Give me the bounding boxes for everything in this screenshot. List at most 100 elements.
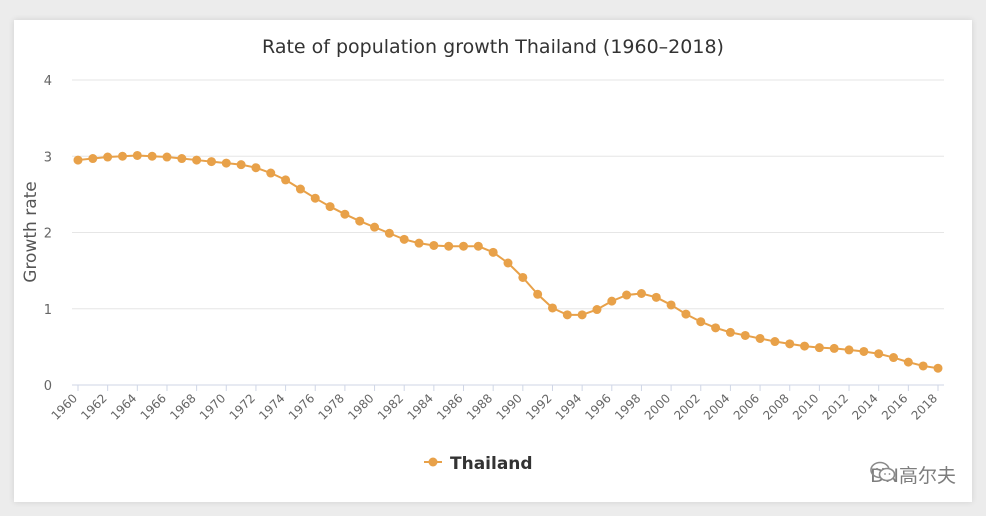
data-point-1972[interactable] [251, 163, 261, 173]
x-tick-label: 2008 [760, 391, 791, 422]
data-point-1973[interactable] [266, 168, 276, 178]
data-point-2007[interactable] [770, 337, 780, 347]
data-point-1984[interactable] [429, 240, 439, 250]
y-tick-label: 0 [44, 379, 52, 394]
x-tick-label: 2018 [909, 391, 940, 422]
x-tick-label: 1992 [523, 391, 554, 422]
data-point-2006[interactable] [755, 333, 765, 343]
data-point-1975[interactable] [295, 184, 305, 194]
data-point-1983[interactable] [414, 238, 424, 248]
data-point-1964[interactable] [132, 150, 142, 160]
data-point-2000[interactable] [666, 300, 676, 310]
data-point-1979[interactable] [355, 216, 365, 226]
data-point-1974[interactable] [281, 175, 291, 185]
x-tick-label: 1962 [78, 391, 109, 422]
legend[interactable]: Thailand [424, 454, 533, 474]
data-point-1986[interactable] [459, 241, 469, 251]
x-tick-label: 1980 [345, 391, 376, 422]
data-point-1962[interactable] [103, 152, 113, 162]
data-point-1991[interactable] [533, 289, 543, 299]
x-tick-label: 1988 [464, 391, 495, 422]
data-point-2010[interactable] [814, 343, 824, 353]
data-point-1970[interactable] [221, 158, 231, 168]
legend-label[interactable]: Thailand [450, 454, 533, 474]
data-point-1969[interactable] [206, 157, 216, 167]
x-tick-label: 1996 [582, 391, 613, 422]
x-tick-label: 2014 [849, 391, 880, 422]
data-point-2014[interactable] [874, 349, 884, 359]
x-tick-label: 1968 [167, 391, 198, 422]
data-point-1993[interactable] [562, 310, 572, 320]
chart-title: Rate of population growth Thailand (1960… [262, 36, 724, 58]
data-point-2018[interactable] [933, 363, 943, 373]
x-tick-label: 1982 [375, 391, 406, 422]
data-point-1988[interactable] [488, 247, 498, 257]
data-point-1968[interactable] [192, 155, 202, 165]
x-tick-label: 1984 [404, 391, 435, 422]
data-point-2009[interactable] [800, 341, 810, 351]
data-point-2012[interactable] [844, 345, 854, 355]
data-point-1971[interactable] [236, 160, 246, 170]
y-tick-label: 2 [44, 227, 52, 242]
data-point-2001[interactable] [681, 309, 691, 319]
data-point-1985[interactable] [444, 241, 454, 251]
data-point-1997[interactable] [622, 290, 632, 300]
data-point-1999[interactable] [651, 292, 661, 302]
x-tick-label: 1998 [612, 391, 643, 422]
data-point-1963[interactable] [117, 151, 127, 161]
legend-marker [428, 457, 438, 467]
data-point-2017[interactable] [918, 361, 928, 371]
x-tick-label: 1994 [553, 391, 584, 422]
x-tick-label: 1970 [197, 391, 228, 422]
y-tick-label: 1 [44, 303, 52, 318]
data-point-2004[interactable] [725, 327, 735, 337]
data-point-1994[interactable] [577, 310, 587, 320]
x-tick-label: 2012 [820, 391, 851, 422]
data-point-1998[interactable] [636, 289, 646, 298]
data-point-1977[interactable] [325, 202, 335, 212]
wechat-icon [870, 461, 896, 482]
data-point-1996[interactable] [607, 296, 617, 306]
data-point-2003[interactable] [711, 323, 721, 333]
data-point-2008[interactable] [785, 339, 795, 349]
data-point-1976[interactable] [310, 193, 320, 203]
x-tick-label: 1972 [227, 391, 258, 422]
data-point-1981[interactable] [384, 228, 394, 238]
data-point-1967[interactable] [177, 154, 187, 164]
data-point-1995[interactable] [592, 305, 602, 315]
data-point-2002[interactable] [696, 317, 706, 327]
chart-card: Rate of population growth Thailand (1960… [14, 20, 972, 502]
data-point-1961[interactable] [88, 154, 98, 164]
data-point-1980[interactable] [370, 222, 380, 232]
x-tick-label: 2016 [879, 391, 910, 422]
x-tick-label: 1990 [493, 391, 524, 422]
x-tick-label: 2006 [731, 391, 762, 422]
data-point-2013[interactable] [859, 346, 869, 356]
data-point-1978[interactable] [340, 209, 350, 219]
y-tick-label: 4 [44, 74, 52, 89]
data-point-1960[interactable] [73, 155, 83, 165]
x-tick-label: 1964 [108, 391, 139, 422]
x-tick-label: 1966 [138, 391, 169, 422]
x-tick-label: 2004 [701, 391, 732, 422]
data-point-2011[interactable] [829, 343, 839, 353]
x-tick-label: 1974 [256, 391, 287, 422]
x-tick-label: 2010 [790, 391, 821, 422]
x-tick-label: 1976 [286, 391, 317, 422]
watermark: DN高尔夫 [870, 461, 956, 488]
data-point-1992[interactable] [547, 303, 557, 313]
y-axis-label: Growth rate [21, 181, 41, 282]
data-point-1989[interactable] [503, 258, 513, 268]
data-point-2015[interactable] [889, 353, 899, 363]
x-tick-label: 2000 [642, 391, 673, 422]
x-tick-label: 2002 [671, 391, 702, 422]
data-point-1982[interactable] [399, 234, 409, 244]
data-point-1965[interactable] [147, 151, 157, 161]
data-point-1966[interactable] [162, 152, 172, 162]
x-tick-label: 1978 [316, 391, 347, 422]
data-point-1990[interactable] [518, 272, 528, 282]
data-point-1987[interactable] [473, 241, 483, 251]
data-point-2005[interactable] [740, 330, 750, 340]
data-point-2016[interactable] [903, 357, 913, 367]
x-tick-label: 1986 [434, 391, 465, 422]
